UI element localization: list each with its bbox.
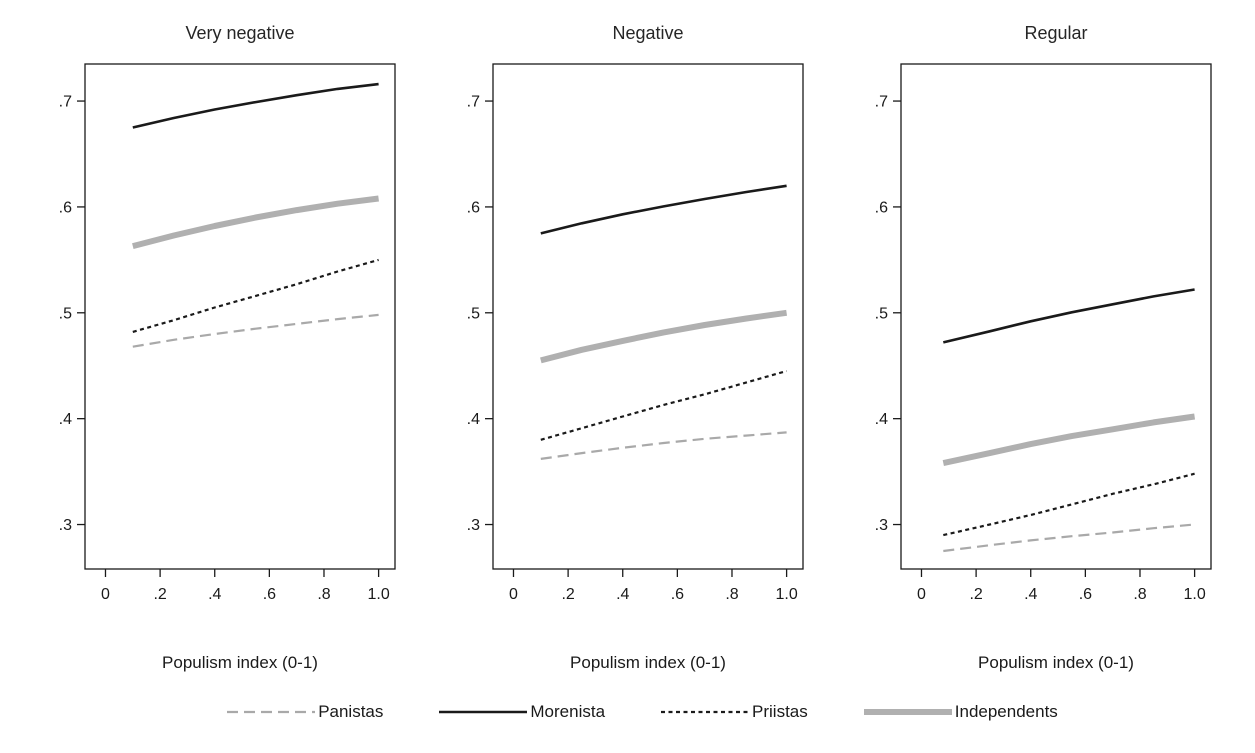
x-tick-label: .4: [1024, 586, 1037, 603]
y-tick-label: .3: [467, 517, 480, 534]
x-axis-label: Populism index (0-1): [162, 653, 318, 672]
line-plot-negative: .3 .4 .5 .6 .7 0 .2 .4 .6 .8 1.0: [467, 63, 804, 603]
series-line-panistas: [132, 313, 379, 348]
series-line-priistas: [132, 258, 379, 333]
x-tick-label: 0: [509, 586, 518, 603]
series-line-independents: [540, 309, 788, 364]
chart-panels: Very negative .3 .4 .5 .6 .7 0 .2 .4 .6 .8 1.0 Pop…: [30, 20, 1255, 676]
legend-label-independents: Independents: [954, 702, 1058, 721]
series-line-panistas: [540, 431, 787, 460]
legend-label-morenista: Morenista: [530, 702, 606, 721]
x-tick-label: 1.0: [367, 586, 389, 603]
x-axis-label: Populism index (0-1): [978, 653, 1134, 672]
plot-box: [900, 63, 1212, 570]
series-line-morenista: [540, 184, 787, 235]
morenista-line-sample-icon: [439, 710, 528, 714]
chart-panel-negative: Negative .3 .4 .5 .6 .7 0 .2 .4 .6 .8 1.0 Populism…: [438, 20, 816, 676]
legend-item-independents: Independents: [863, 702, 1058, 722]
legend-item-panistas: Panistas: [227, 702, 383, 722]
x-tick-label: .4: [616, 586, 629, 603]
legend-item-morenista: Morenista: [439, 702, 605, 722]
y-tick-label: .4: [875, 411, 888, 428]
y-tick-label: .6: [59, 199, 72, 216]
y-tick-label: .7: [467, 94, 480, 111]
x-tick-label: .6: [1079, 586, 1092, 603]
legend-item-priistas: Priistas: [661, 702, 808, 722]
plot-box: [492, 63, 804, 570]
series-line-morenista: [132, 82, 379, 129]
series-line-panistas: [943, 523, 1195, 553]
y-tick-label: .3: [875, 517, 888, 534]
priistas-line-sample-icon: [661, 710, 750, 714]
plot-box: [84, 63, 396, 570]
x-tick-label: .2: [153, 586, 166, 603]
legend-label-panistas: Panistas: [318, 702, 384, 721]
y-tick-label: .4: [467, 411, 480, 428]
x-tick-label: .2: [561, 586, 574, 603]
series-line-priistas: [540, 369, 787, 441]
x-tick-label: .8: [725, 586, 738, 603]
y-tick-label: .5: [59, 305, 72, 322]
y-tick-label: .5: [467, 305, 480, 322]
x-tick-label: .4: [208, 586, 221, 603]
y-tick-label: .5: [875, 305, 888, 322]
x-tick-label: .2: [969, 586, 982, 603]
series-line-morenista: [942, 288, 1195, 344]
x-tick-label: 1.0: [1183, 586, 1205, 603]
line-plot-very-negative: .3 .4 .5 .6 .7 0 .2 .4 .6 .8 1.0: [59, 63, 396, 603]
line-plot-regular: .3 .4 .5 .6 .7 0 .2 .4 .6 .8 1.0: [875, 63, 1212, 603]
x-tick-label: 0: [917, 586, 926, 603]
legend-label-priistas: Priistas: [752, 702, 808, 721]
panistas-line-sample-icon: [227, 710, 316, 714]
panel-title: Regular: [1024, 23, 1088, 43]
series-line-independents: [132, 195, 379, 250]
series-line-priistas: [943, 472, 1195, 537]
chart-panel-regular: Regular .3 .4 .5 .6 .7 0 .2 .4 .6 .8 1.0 Populism …: [846, 20, 1224, 676]
y-tick-label: .6: [467, 199, 480, 216]
x-tick-label: 1.0: [775, 586, 797, 603]
x-tick-label: 0: [101, 586, 110, 603]
x-tick-label: .6: [263, 586, 276, 603]
figure: Very negative .3 .4 .5 .6 .7 0 .2 .4 .6 .8 1.0 Pop…: [30, 20, 1255, 722]
panel-title: Negative: [612, 23, 684, 43]
y-tick-label: .7: [59, 94, 72, 111]
legend: Panistas Morenista Priistas Independents: [30, 702, 1255, 722]
panel-title: Very negative: [185, 23, 295, 43]
chart-panel-very-negative: Very negative .3 .4 .5 .6 .7 0 .2 .4 .6 .8 1.0 Pop…: [30, 20, 408, 676]
x-axis-label: Populism index (0-1): [570, 653, 726, 672]
y-tick-label: .4: [59, 411, 72, 428]
y-tick-label: .7: [875, 94, 888, 111]
y-tick-label: .6: [875, 199, 888, 216]
independents-line-sample-icon: [863, 709, 952, 715]
x-tick-label: .8: [1133, 586, 1146, 603]
x-tick-label: .6: [671, 586, 684, 603]
x-tick-label: .8: [317, 586, 330, 603]
series-line-independents: [942, 413, 1196, 467]
y-tick-label: .3: [59, 517, 72, 534]
